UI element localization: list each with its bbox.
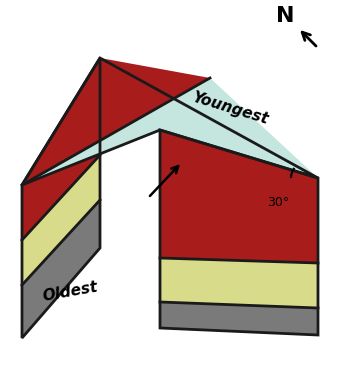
Polygon shape — [22, 58, 100, 240]
Polygon shape — [160, 258, 318, 308]
Text: 30°: 30° — [267, 195, 289, 209]
Polygon shape — [22, 155, 100, 285]
Polygon shape — [22, 78, 318, 185]
Polygon shape — [160, 130, 318, 263]
Polygon shape — [22, 200, 100, 338]
Text: Youngest: Youngest — [190, 89, 270, 127]
Text: N: N — [276, 6, 294, 26]
Polygon shape — [160, 302, 318, 335]
Polygon shape — [22, 58, 210, 185]
Text: Oldest: Oldest — [41, 280, 99, 304]
